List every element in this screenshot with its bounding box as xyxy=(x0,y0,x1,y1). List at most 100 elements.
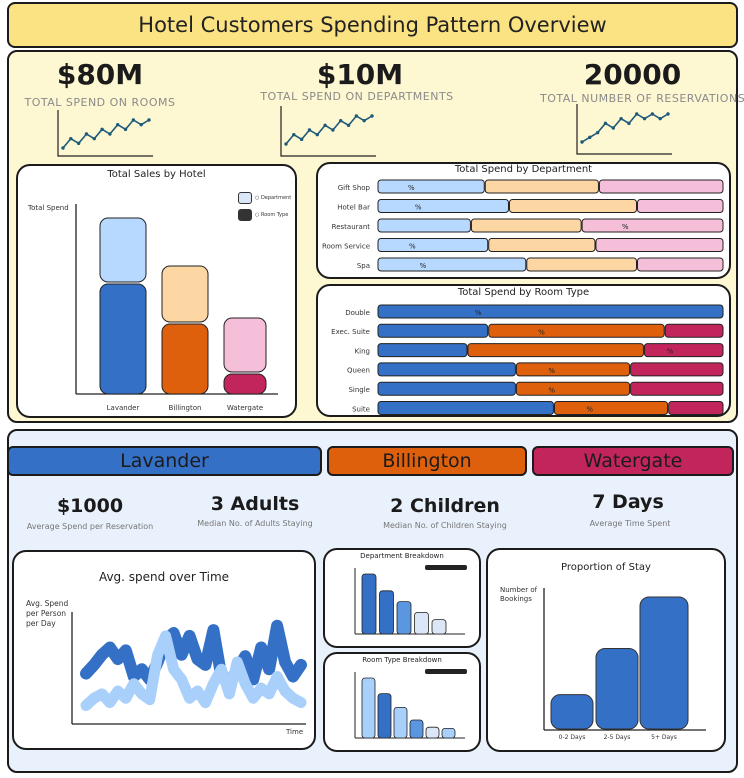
tab-lavander[interactable]: Lavander xyxy=(7,446,322,476)
pct-label: % xyxy=(475,309,482,317)
avg-spend-title: Avg. spend over Time xyxy=(98,570,230,584)
segment-billington xyxy=(508,199,637,213)
segment-billington xyxy=(484,179,599,194)
dept-spend-card: Total Spend by Department Gift Shop% Hote… xyxy=(316,162,731,279)
segment-billington xyxy=(488,323,665,338)
kpi-departments-label: TOTAL SPEND ON DEPARTMENTS xyxy=(260,90,454,103)
bar-room-type-billington xyxy=(161,323,209,395)
bar xyxy=(441,728,456,739)
stay-title: Proportion of Stay xyxy=(561,562,651,573)
category-label: Hotel Bar xyxy=(337,203,370,211)
category-label: Room Service xyxy=(322,242,370,250)
bar-department-billington xyxy=(161,265,209,323)
sparkline-point xyxy=(92,136,96,141)
bar xyxy=(431,619,447,635)
sparkline-point xyxy=(627,121,631,126)
tick-label: 0-2 Days xyxy=(559,734,586,741)
stay-ylabel: Number of Bookings xyxy=(500,586,538,603)
adults-label: Median No. of Adults Staying xyxy=(197,519,313,528)
category-label: Gift Shop xyxy=(338,184,371,192)
legend-department-swatch xyxy=(238,192,252,204)
time-spent-value: 7 Days xyxy=(592,491,664,513)
sparkline-point xyxy=(284,142,288,146)
avg-spend-ylabel: Avg. Spend per Person per Day xyxy=(26,599,69,628)
sparkline-point xyxy=(588,135,592,140)
avg-spend-value: $1000 xyxy=(56,495,124,517)
tick-label: Watergate xyxy=(227,404,263,412)
legend-swatch xyxy=(425,565,467,570)
room-breakdown-card: Room Type Breakdown xyxy=(323,652,481,752)
legend-room-type-swatch xyxy=(238,209,252,221)
sparkline-point xyxy=(642,116,647,121)
kpi-departments-value: $10M xyxy=(316,58,404,91)
sparkline-point xyxy=(595,130,600,135)
pct-label: % xyxy=(538,328,545,336)
stay-chart: 0-2 Days 2-5 Days 5+ Days xyxy=(543,588,706,741)
category-label: Double xyxy=(345,309,370,317)
sales-by-hotel-ylabel: Total Spend xyxy=(28,204,69,212)
sparkline-point xyxy=(666,112,670,116)
dept-spend-title: Total Spend by Department xyxy=(454,164,593,175)
bar xyxy=(361,573,377,635)
sparkline-point xyxy=(315,132,319,137)
segment-watergate xyxy=(668,401,724,415)
room-breakdown-chart xyxy=(354,669,467,739)
avg-spend-card: Avg. spend over Time Avg. Spend per Perso… xyxy=(12,550,316,750)
legend-room-type-label: ○ Room Type xyxy=(255,212,289,218)
sparkline-point xyxy=(370,114,374,118)
category-label: Suite xyxy=(352,405,370,413)
dept-spend-chart: Gift Shop % Hotel Bar % Restaurant % Room Serv… xyxy=(322,179,724,272)
sparkline-point xyxy=(100,127,104,132)
avg-spend-xlabel: Time xyxy=(286,728,304,736)
segment-lavander xyxy=(377,179,485,194)
segment-lavander xyxy=(377,343,468,358)
pct-label: % xyxy=(548,386,555,394)
bar-room-type-watergate xyxy=(223,373,267,395)
segment-lavander xyxy=(377,362,516,377)
stay-card: Proportion of Stay Number of Bookings 0-2… xyxy=(486,548,726,752)
segment-watergate xyxy=(637,257,724,272)
kpi-departments-sparkline xyxy=(280,106,376,157)
dept-breakdown-title: Department Breakdown xyxy=(360,552,444,560)
bar-stay-1 xyxy=(595,647,639,730)
room-spend-card: Total Spend by Room Type Double% Exec. Su… xyxy=(316,284,731,417)
segment-watergate xyxy=(637,199,724,213)
tick-label: Lavander xyxy=(107,404,140,412)
avg-spend-chart xyxy=(71,612,307,725)
sparkline-point xyxy=(635,112,639,116)
segment-lavander xyxy=(377,304,724,319)
sparkline-point xyxy=(147,118,151,122)
segment-watergate xyxy=(598,179,724,194)
room-spend-title: Total Spend by Room Type xyxy=(457,287,590,298)
tab-watergate[interactable]: Watergate xyxy=(532,446,734,476)
tab-billington[interactable]: Billington xyxy=(327,446,527,476)
bar xyxy=(393,707,408,739)
kpi-rooms-label: TOTAL SPEND ON ROOMS xyxy=(24,96,176,109)
time-spent-label: Average Time Spent xyxy=(589,519,671,528)
segment-watergate xyxy=(595,238,724,252)
category-label: Queen xyxy=(347,367,370,375)
pct-label: % xyxy=(667,348,674,356)
segment-lavander xyxy=(377,199,509,213)
legend-department-label: ○ Department xyxy=(255,195,292,201)
sparkline-point xyxy=(323,123,327,128)
sparkline-point xyxy=(619,116,623,121)
pct-label: % xyxy=(548,367,555,375)
sparkline-point xyxy=(292,132,296,137)
segment-billington xyxy=(526,257,637,272)
segment-billington xyxy=(515,381,631,396)
sales-by-hotel-title: Total Sales by Hotel xyxy=(107,169,206,180)
category-label: Single xyxy=(348,386,370,394)
segment-lavander xyxy=(377,401,554,415)
children-value: 2 Children xyxy=(390,495,500,517)
segment-billington xyxy=(553,401,669,415)
sparkline-point xyxy=(658,116,662,121)
dept-breakdown-chart xyxy=(354,565,467,635)
sparkline-point xyxy=(354,114,359,118)
category-label: Exec. Suite xyxy=(331,328,370,336)
sparkline-point xyxy=(650,112,655,116)
kpi-reservations-value: 20000 xyxy=(583,58,682,91)
bar xyxy=(377,693,392,739)
category-label: Spa xyxy=(357,262,370,270)
series-line-dark xyxy=(80,619,307,690)
